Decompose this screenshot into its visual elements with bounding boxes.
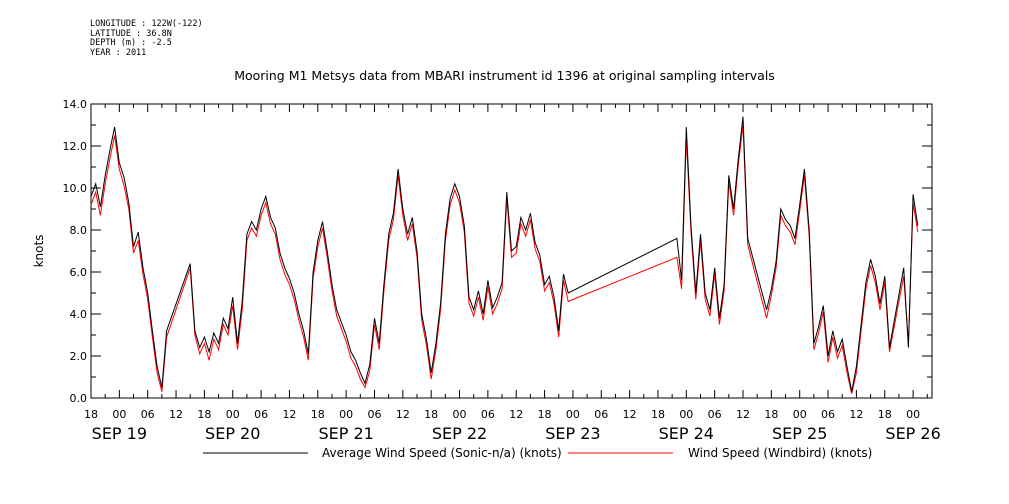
x-date-label: SEP 22 — [432, 424, 487, 443]
y-tick-label: 8.0 — [70, 224, 88, 237]
x-tick-label: 00 — [453, 408, 467, 421]
y-tick-label: 2.0 — [70, 350, 88, 363]
x-date-label: SEP 21 — [318, 424, 373, 443]
legend-label-windbird: Wind Speed (Windbird) (knots) — [688, 446, 872, 460]
x-tick-label: 00 — [679, 408, 693, 421]
x-tick-label: 12 — [282, 408, 296, 421]
x-tick-label: 00 — [566, 408, 580, 421]
x-tick-label: 06 — [821, 408, 835, 421]
x-tick-label: 06 — [367, 408, 381, 421]
x-tick-label: 12 — [623, 408, 637, 421]
chart-axes: 0.0 2.0 4.0 6.0 8.0 10.0 12.0 14.0 18 00 06 12 18 00 0… — [63, 98, 941, 443]
x-tick-label: 12 — [849, 408, 863, 421]
y-axis-label: knots — [32, 235, 46, 268]
x-date-label: SEP 26 — [885, 424, 940, 443]
y-tick-label: 0.0 — [70, 392, 88, 405]
x-date-label: SEP 24 — [659, 424, 714, 443]
x-tick-label: 00 — [906, 408, 920, 421]
series-line-windbird — [90, 124, 919, 394]
y-tick-label: 4.0 — [70, 308, 88, 321]
x-tick-label: 06 — [594, 408, 608, 421]
x-tick-label: 00 — [226, 408, 240, 421]
x-tick-label: 12 — [169, 408, 183, 421]
metadata-block: LONGITUDE : 122W(-122) LATITUDE : 36.8N … — [90, 19, 203, 58]
x-tick-label: 06 — [481, 408, 495, 421]
x-tick-label: 18 — [197, 408, 211, 421]
x-tick-label: 18 — [424, 408, 438, 421]
x-tick-label: 06 — [708, 408, 722, 421]
y-tick-label: 12.0 — [63, 140, 88, 153]
series-line-sonic — [90, 116, 919, 392]
x-tick-label: 06 — [254, 408, 268, 421]
y-tick-label: 6.0 — [70, 266, 88, 279]
y-tick-label: 10.0 — [63, 182, 88, 195]
chart-legend: Average Wind Speed (Sonic-n/a) (knots) W… — [203, 446, 872, 460]
meta-depth: DEPTH (m) : -2.5 — [90, 38, 172, 48]
x-tick-label: 18 — [878, 408, 892, 421]
x-date-label: SEP 19 — [92, 424, 147, 443]
x-tick-label: 00 — [793, 408, 807, 421]
x-tick-label: 06 — [141, 408, 155, 421]
y-tick-label: 14.0 — [63, 98, 88, 111]
x-tick-label: 12 — [396, 408, 410, 421]
x-date-label: SEP 25 — [772, 424, 827, 443]
x-tick-label: 18 — [651, 408, 665, 421]
x-tick-label: 18 — [84, 408, 98, 421]
legend-label-sonic: Average Wind Speed (Sonic-n/a) (knots) — [322, 446, 562, 460]
x-tick-label: 12 — [736, 408, 750, 421]
meta-year: YEAR : 2011 — [90, 47, 147, 58]
x-tick-label: 18 — [538, 408, 552, 421]
chart-title: Mooring M1 Metsys data from MBARI instru… — [234, 68, 775, 83]
x-date-label: SEP 23 — [545, 424, 600, 443]
meta-longitude: LONGITUDE : 122W(-122) — [90, 19, 203, 29]
chart-series — [90, 116, 919, 394]
x-tick-label: 18 — [764, 408, 778, 421]
x-tick-label: 18 — [311, 408, 325, 421]
x-tick-label: 00 — [112, 408, 126, 421]
x-tick-label: 12 — [509, 408, 523, 421]
x-date-label: SEP 20 — [205, 424, 260, 443]
x-tick-label: 00 — [339, 408, 353, 421]
meta-latitude: LATITUDE : 36.8N — [90, 28, 172, 39]
